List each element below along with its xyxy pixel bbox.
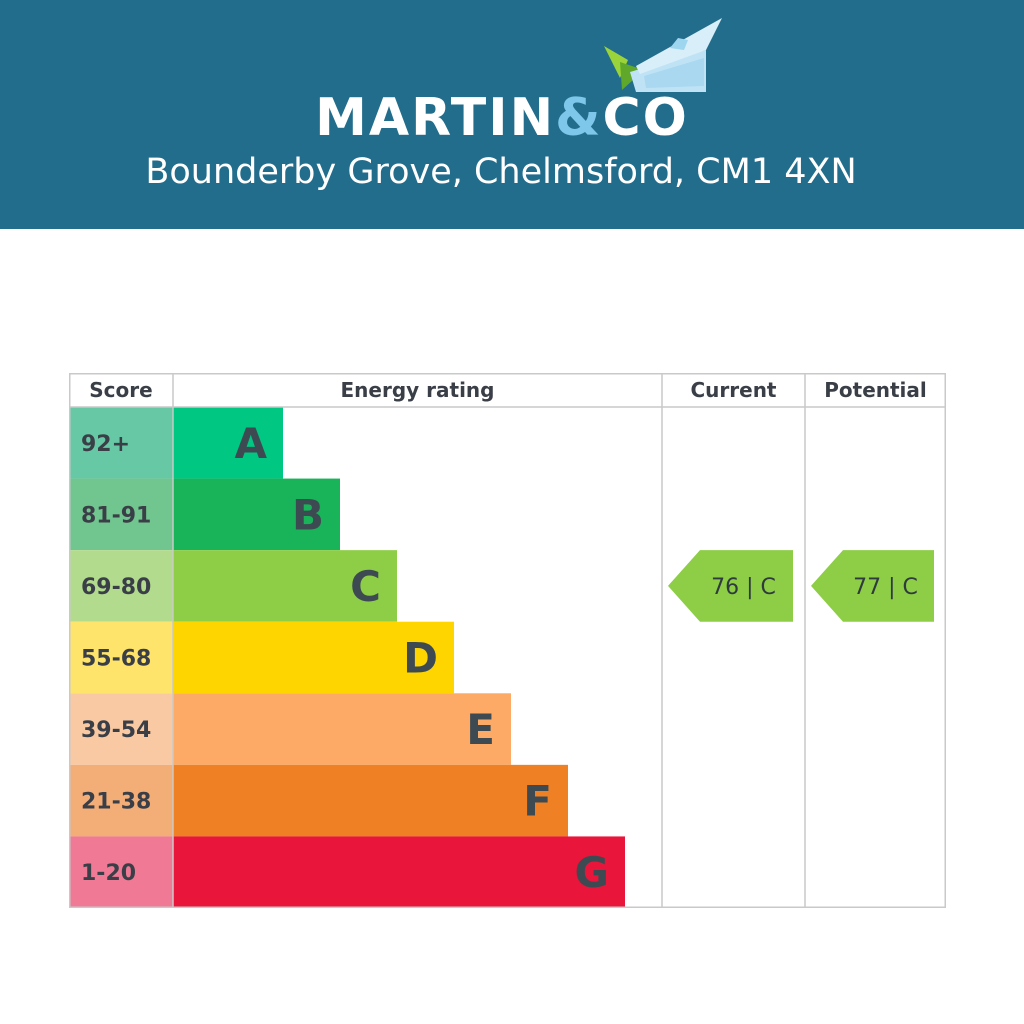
potential-rating-arrow	[811, 550, 934, 622]
rating-bar	[173, 621, 454, 694]
column-header: Current	[690, 378, 776, 402]
score-range-label: 1-20	[81, 861, 136, 886]
chart-border	[69, 373, 946, 908]
band-letter: B	[292, 490, 324, 539]
epc-chart: Score Energy rating Current Potential 92+ A 81…	[69, 373, 946, 908]
score-cell	[69, 478, 173, 551]
band-letter: A	[234, 419, 267, 468]
header-banner: MARTIN&CO Bounderby Grove, Chelmsford, C…	[0, 0, 1024, 229]
potential-rating-label: 77 | C	[853, 575, 918, 600]
property-address: Bounderby Grove, Chelmsford, CM1 4XN	[145, 152, 857, 192]
brand-end: CO	[602, 88, 689, 148]
column-header: Potential	[824, 378, 927, 402]
house-roof-logo-icon	[604, 18, 722, 92]
score-cell	[69, 550, 173, 622]
rating-bar	[173, 478, 340, 551]
band-letter: G	[575, 848, 609, 897]
current-rating-label: 76 | C	[711, 575, 776, 600]
rating-bar	[173, 836, 625, 908]
band-letter: F	[523, 777, 552, 826]
brand-main: MARTIN	[315, 88, 556, 148]
band-letter: D	[403, 634, 438, 683]
band-letter: E	[466, 705, 495, 754]
epc-chart-svg: Score Energy rating Current Potential 92+ A 81…	[69, 373, 946, 908]
rating-bar	[173, 764, 568, 837]
column-header: Energy rating	[341, 378, 495, 402]
score-range-label: 92+	[81, 432, 130, 457]
column-header: Score	[89, 378, 152, 402]
score-range-label: 55-68	[81, 647, 151, 672]
score-cell	[69, 836, 173, 908]
score-range-label: 69-80	[81, 575, 151, 600]
score-range-label: 21-38	[81, 790, 151, 815]
current-rating-arrow	[668, 550, 793, 622]
brand-ampersand: &	[555, 88, 603, 148]
rating-bar	[173, 550, 397, 622]
brand-wordmark: MARTIN&CO	[0, 88, 1004, 148]
score-range-label: 81-91	[81, 503, 151, 528]
score-cell	[69, 693, 173, 765]
score-cell	[69, 764, 173, 837]
rating-bar	[173, 693, 511, 765]
rating-bar	[173, 407, 283, 479]
score-cell	[69, 621, 173, 694]
score-cell	[69, 407, 173, 479]
score-range-label: 39-54	[81, 718, 151, 743]
band-letter: C	[350, 562, 381, 611]
